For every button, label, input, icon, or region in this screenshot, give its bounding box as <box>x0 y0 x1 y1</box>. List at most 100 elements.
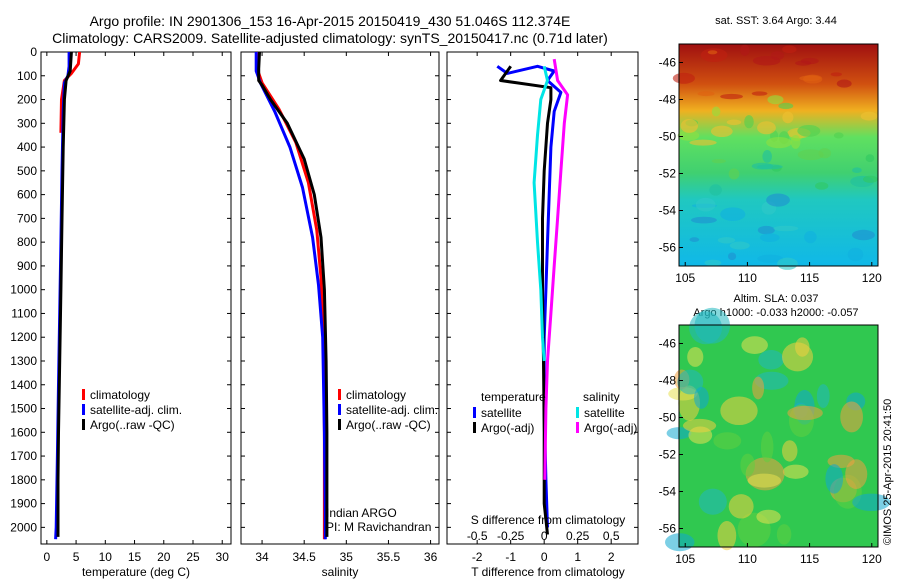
map-x-tick-label: 105 <box>675 271 695 285</box>
sst-texture <box>672 44 878 270</box>
sla-title: Altim. SLA: 0.037 <box>734 293 819 305</box>
sla-texture-blob <box>776 524 792 545</box>
sla-texture-blob <box>741 336 768 354</box>
imos-watermark: ©IMOS 25-Apr-2015 20:41:50 <box>882 399 894 545</box>
map-y-tick-label: -46 <box>659 337 677 351</box>
sla-texture-blob <box>689 311 723 345</box>
legend-header-temperature: temperature <box>481 390 546 404</box>
difference-top-xlabel: S difference from climatology <box>471 513 626 527</box>
legend-label: Argo(-adj) <box>481 421 534 435</box>
x-tick-label: 34 <box>255 550 269 564</box>
sla-texture-blob <box>781 342 814 372</box>
top-x-tick-label: 0.5 <box>603 529 620 543</box>
sla-texture-blob <box>747 473 782 488</box>
sst-texture-blob <box>710 125 733 138</box>
legend-swatch <box>473 407 476 418</box>
legend-swatch <box>338 404 341 415</box>
sst-texture-blob <box>757 225 775 235</box>
map-y-tick-label: -46 <box>659 56 677 70</box>
sst-texture-blob <box>756 164 783 170</box>
temperature-lines <box>54 52 82 540</box>
x-tick-label: 1 <box>574 550 581 564</box>
legend-label: satellite-adj. clim. <box>346 403 438 417</box>
sla-texture-blob <box>816 384 830 408</box>
sst-texture-blob <box>759 233 780 242</box>
figure-title-line2: Climatology: CARS2009. Satellite-adjuste… <box>52 30 608 46</box>
sla-texture <box>665 307 891 552</box>
map-x-tick-label: 120 <box>862 552 882 566</box>
sla-texture-blob <box>852 493 891 512</box>
sst-texture-blob <box>751 91 768 96</box>
legend-label: satellite <box>481 406 522 420</box>
sst-texture-blob <box>833 132 844 139</box>
legend-label: satellite <box>584 406 625 420</box>
sst-texture-blob <box>689 139 717 146</box>
legend-label: Argo(-adj) <box>584 421 637 435</box>
map-y-tick-label: -48 <box>659 93 677 107</box>
top-x-tick-label: -0.5 <box>467 529 488 543</box>
sst-texture-blob <box>836 79 852 88</box>
sst-texture-blob <box>818 148 832 159</box>
temperature-xlabel: temperature (deg C) <box>82 565 190 579</box>
sla-texture-blob <box>845 459 868 490</box>
sst-texture-blob <box>851 229 875 241</box>
legend-header-salinity: salinity <box>583 390 620 404</box>
sst-texture-blob <box>709 184 722 196</box>
sla-texture-blob <box>756 509 781 524</box>
sst-texture-blob <box>782 45 797 54</box>
map-y-tick-label: -56 <box>659 522 677 536</box>
sla-texture-blob <box>728 494 754 519</box>
legend-swatch <box>82 419 85 430</box>
sst-texture-blob <box>728 168 740 180</box>
salinity-xlabel: salinity <box>322 565 359 579</box>
map-y-tick-label: -54 <box>659 204 677 218</box>
series-line-2 <box>56 52 73 537</box>
x-tick-label: 35.5 <box>377 550 401 564</box>
sst-texture-blob <box>799 75 821 82</box>
top-x-tick-label: 0 <box>541 529 548 543</box>
sla-texture-blob <box>740 453 755 477</box>
data-source-line1: Indian ARGO <box>326 506 397 520</box>
sla-texture-blob <box>717 520 737 551</box>
map-y-tick-label: -54 <box>659 485 677 499</box>
difference-lines <box>496 58 570 535</box>
sst-texture-blob <box>704 259 722 266</box>
y-tick-label: 600 <box>17 188 37 202</box>
data-source-line2: PI: M Ravichandran <box>326 520 431 534</box>
sst-texture-blob <box>740 44 750 56</box>
sst-texture-blob <box>773 225 799 232</box>
figure-title-line1: Argo profile: IN 2901306_153 16-Apr-2015… <box>90 13 571 29</box>
temperature-ticks: 0100200300400500600700800900100011001200… <box>10 45 231 564</box>
y-tick-label: 0 <box>30 45 37 59</box>
sst-texture-blob <box>695 197 716 212</box>
series-line-2 <box>257 52 329 537</box>
sst-texture-blob <box>726 119 742 126</box>
sla-texture-blob <box>758 350 784 370</box>
x-tick-label: 0 <box>44 550 51 564</box>
sst-texture-blob <box>863 175 878 183</box>
legend-swatch <box>82 404 85 415</box>
sla-subtitle: Argo h1000: -0.033 h2000: -0.057 <box>693 307 858 319</box>
sla-map-panel: Altim. SLA: 0.037 Argo h1000: -0.033 h20… <box>659 293 891 566</box>
y-tick-label: 1500 <box>10 402 37 416</box>
sst-texture-blob <box>757 254 784 263</box>
sst-frame <box>678 43 879 267</box>
x-tick-label: 15 <box>128 550 142 564</box>
sst-map-panel: sat. SST: 3.64 Argo: 3.44 105 110 115 120 -4… <box>659 15 882 285</box>
y-tick-label: 1800 <box>10 473 37 487</box>
sst-texture-blob <box>797 124 821 137</box>
sla-texture-blob <box>840 401 863 433</box>
sla-texture-blob <box>665 533 695 552</box>
map-y-tick-label: -50 <box>659 411 677 425</box>
x-tick-label: 20 <box>157 550 171 564</box>
salinity-lines <box>254 52 329 540</box>
x-tick-label: 36 <box>424 550 438 564</box>
sla-texture-blob <box>682 418 717 433</box>
sst-texture-blob <box>762 150 772 163</box>
sst-texture-blob <box>767 95 784 105</box>
sla-frame <box>678 324 879 548</box>
sst-texture-blob <box>766 193 790 207</box>
legend-swatch <box>338 419 341 430</box>
map-y-tick-label: -56 <box>659 241 677 255</box>
